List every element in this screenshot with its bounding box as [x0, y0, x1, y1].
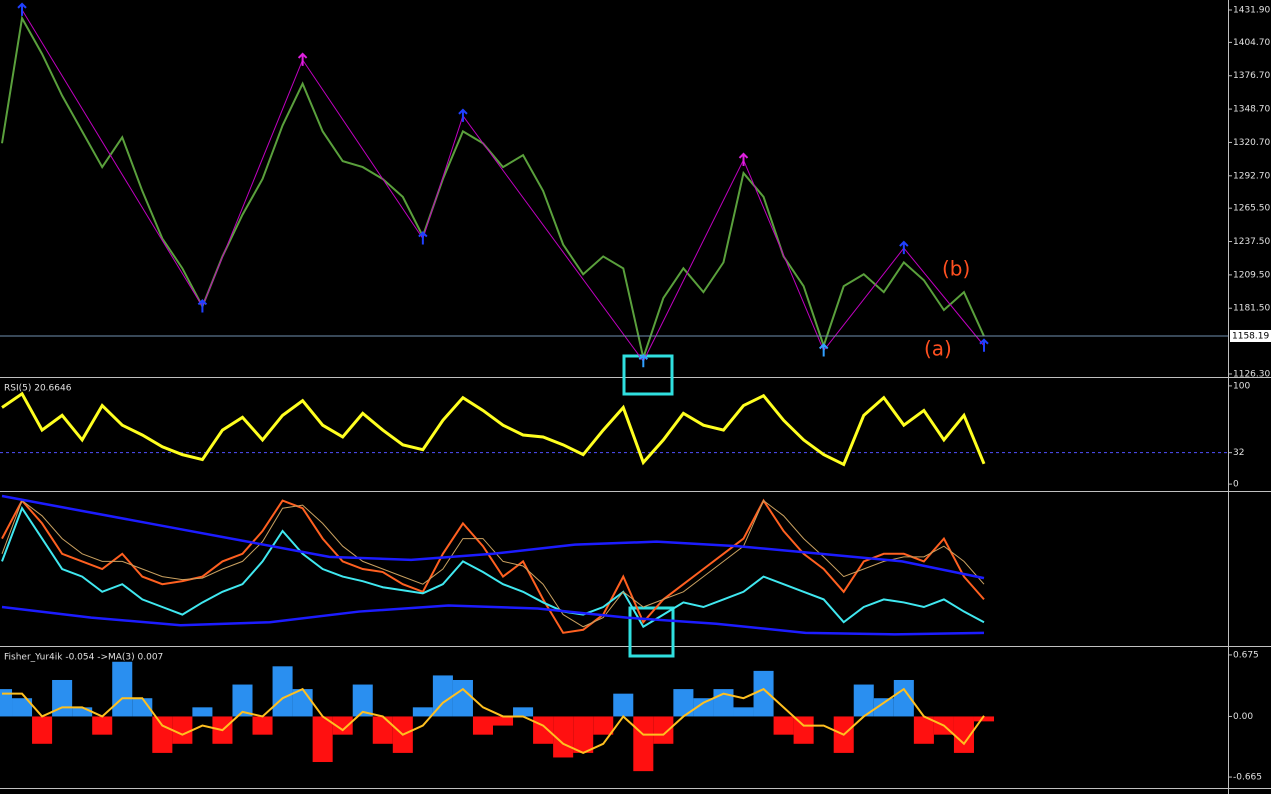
histogram-bar	[272, 666, 293, 717]
histogram-bar	[232, 684, 253, 717]
histogram-bar	[793, 716, 814, 744]
zigzag-arrow	[638, 353, 649, 368]
zigzag-arrow	[418, 231, 428, 245]
histogram-bar	[493, 716, 514, 726]
panel-title: RSI(5) 20.6646	[4, 384, 72, 394]
zigzag-arrow	[458, 108, 468, 122]
y-tick-label: -0.665	[1233, 773, 1262, 783]
zigzag-arrow	[17, 2, 27, 16]
histogram-bar	[653, 716, 674, 744]
histogram-bar	[372, 716, 393, 744]
histogram-bar	[132, 698, 153, 717]
histogram-bar	[332, 716, 353, 735]
y-tick-label: 1376.70	[1233, 71, 1270, 81]
histogram-bar	[593, 716, 614, 735]
y-tick-label: 100	[1233, 381, 1250, 391]
histogram-bar	[92, 716, 113, 735]
zigzag-line	[21, 9, 985, 363]
annotation: (b)	[942, 257, 970, 281]
y-tick-label: 1237.50	[1233, 237, 1270, 247]
highlight-box	[622, 354, 674, 396]
histogram-bar	[913, 716, 934, 744]
histogram-bar	[112, 661, 133, 717]
histogram-bar	[12, 698, 33, 717]
zigzag-arrow	[899, 240, 909, 255]
y-tick-label: 1348.70	[1233, 105, 1270, 115]
y-tick-label: 1209.50	[1233, 270, 1270, 280]
zigzag-arrow	[197, 299, 208, 313]
panel-title: Fisher_Yur4ik -0.054 ->MA(3) 0.007	[4, 653, 163, 663]
histogram-bar	[773, 716, 794, 735]
histogram-bar	[352, 684, 373, 717]
highlight-box	[628, 606, 675, 658]
histogram-bar	[472, 716, 493, 735]
histogram-bar	[432, 675, 453, 717]
zigzag-arrow	[738, 152, 749, 166]
y-tick-label: 0.00	[1233, 712, 1253, 722]
series-line	[2, 687, 985, 755]
y-tick-label: 1181.50	[1233, 304, 1270, 314]
histogram-bar	[412, 707, 433, 717]
zigzag-arrow	[979, 338, 989, 352]
histogram-bar	[873, 698, 894, 717]
series-line	[1, 506, 985, 629]
y-tick-label: 1404.70	[1233, 38, 1270, 48]
annotation: (a)	[924, 337, 952, 361]
series-line	[1, 494, 985, 580]
histogram-bar	[0, 689, 13, 717]
zigzag-arrow	[818, 343, 829, 357]
histogram-bar	[553, 716, 574, 758]
histogram-bar	[192, 707, 213, 717]
histogram-bar	[513, 707, 534, 717]
y-tick-label: 32	[1233, 448, 1244, 458]
y-tick-label: 1320.70	[1233, 138, 1270, 148]
histogram-bar	[172, 716, 193, 744]
y-tick-label: 1292.70	[1233, 171, 1270, 181]
histogram-bar	[633, 716, 654, 772]
histogram-bar	[693, 698, 714, 717]
histogram-bar	[573, 716, 594, 753]
y-tick-label: 0	[1233, 480, 1239, 490]
histogram-bar	[152, 716, 173, 753]
y-tick-label: 0.675	[1233, 650, 1259, 660]
series-line	[1, 498, 985, 634]
series-line	[1, 604, 985, 636]
histogram-bar	[72, 707, 93, 717]
histogram-bar	[32, 716, 53, 744]
histogram-bar	[733, 707, 754, 717]
histogram-bar	[673, 689, 694, 717]
y-tick-label: 1265.50	[1233, 204, 1270, 214]
y-tick-label: 1126.30	[1233, 369, 1270, 379]
histogram-bar	[973, 716, 995, 722]
current-price-label: 1158.19	[1232, 331, 1269, 341]
histogram-bar	[953, 716, 974, 753]
histogram-bar	[893, 679, 914, 717]
histogram-bar	[533, 716, 554, 744]
histogram-bar	[252, 716, 273, 735]
y-tick-label: 1431.90	[1233, 6, 1270, 16]
histogram-bar	[853, 684, 874, 717]
histogram-bar	[312, 716, 333, 763]
zigzag-arrow	[297, 52, 308, 66]
histogram-bar	[753, 670, 774, 717]
current-price-box	[1230, 329, 1271, 342]
histogram-bar	[452, 679, 473, 717]
series-line	[1, 391, 986, 467]
histogram-bar	[613, 693, 634, 717]
